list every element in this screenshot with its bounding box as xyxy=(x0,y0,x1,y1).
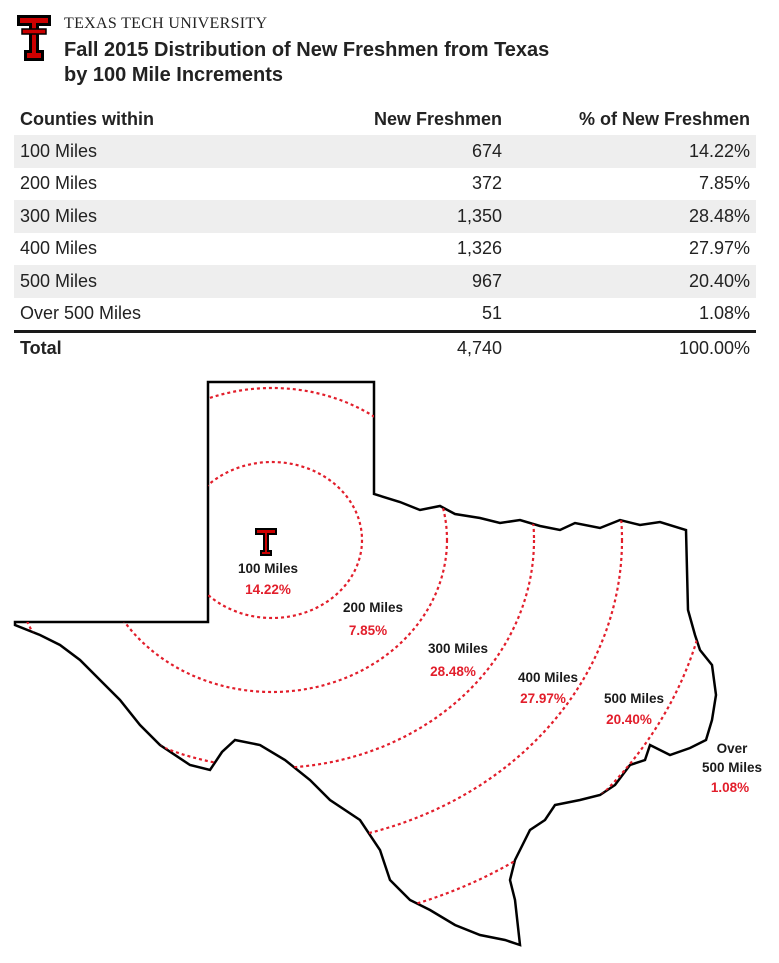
table-cell: 500 Miles xyxy=(14,265,326,298)
table-cell: 1,350 xyxy=(326,200,508,233)
zone-400-pct: 27.97% xyxy=(520,691,566,706)
zone-100-label: 100 Miles xyxy=(238,561,298,576)
university-name: TEXAS TECH UNIVERSITY xyxy=(64,15,268,32)
table-cell: 400 Miles xyxy=(20,238,98,259)
ring-400-miles xyxy=(15,382,624,847)
table-row: Over 500 Miles 51 1.08% xyxy=(14,298,756,332)
column-header: % of New Freshmen xyxy=(578,108,750,129)
table-cell: 28.48% xyxy=(508,200,756,233)
zone-over-500-pct: 1.08% xyxy=(711,780,749,795)
texas-distance-map: 100 Miles 14.22% 200 Miles 7.85% 300 Mil… xyxy=(13,380,762,947)
table-cell: 200 Miles xyxy=(20,173,98,194)
zone-200-pct: 7.85% xyxy=(349,623,387,638)
zone-200-label: 200 Miles xyxy=(343,600,403,615)
zone-300-pct: 28.48% xyxy=(430,664,476,679)
zone-over-500-label-line1: Over xyxy=(717,741,749,756)
table-cell: 14.22% xyxy=(508,135,756,168)
table-cell: 674 xyxy=(326,135,508,168)
total-count: 4,740 xyxy=(326,330,508,363)
table-row: 100 Miles 674 14.22% xyxy=(14,135,756,168)
ring-100-miles xyxy=(180,460,364,620)
ring-200-miles xyxy=(95,386,449,694)
total-percent: 100.00% xyxy=(508,330,756,363)
table-cell: 372 xyxy=(471,173,502,194)
zone-over-500-label-line2: 500 Miles xyxy=(702,760,762,775)
table-cell: 51 xyxy=(481,303,502,324)
column-header: Counties within xyxy=(20,108,154,129)
zone-500-label: 500 Miles xyxy=(604,691,664,706)
table-total-row: Total 4,740 100.00% xyxy=(14,330,756,363)
table-cell: Over 500 Miles xyxy=(20,303,142,324)
table-cell: 1.08% xyxy=(698,303,750,324)
table-cell: 300 Miles xyxy=(14,200,326,233)
texas-tech-double-t-logo xyxy=(17,15,51,61)
zone-500-pct: 20.40% xyxy=(606,712,652,727)
table-cell: 967 xyxy=(326,265,508,298)
table-row: 300 Miles 1,350 28.48% xyxy=(14,200,756,233)
zone-400-label: 400 Miles xyxy=(518,670,578,685)
table-row: 200 Miles 372 7.85% xyxy=(14,168,756,201)
page-title: Fall 2015 Distribution of New Freshmen f… xyxy=(64,38,744,88)
title-line-2: by 100 Mile Increments xyxy=(64,64,283,86)
zone-100-pct: 14.22% xyxy=(245,582,291,597)
total-label: Total xyxy=(14,330,326,363)
table-cell: 7.85% xyxy=(698,173,750,194)
table-row: 400 Miles 1,326 27.97% xyxy=(14,233,756,266)
table-cell: 27.97% xyxy=(688,238,750,259)
table-cell: 1,326 xyxy=(456,238,502,259)
table-header-row: Counties within New Freshmen % of New Fr… xyxy=(14,103,756,135)
column-header: New Freshmen xyxy=(373,108,502,129)
freshmen-distribution-table: Counties within New Freshmen % of New Fr… xyxy=(14,103,756,363)
lubbock-logo-icon xyxy=(255,528,277,556)
table-cell: 100 Miles xyxy=(14,135,326,168)
texas-outline xyxy=(13,380,718,947)
table-row: 500 Miles 967 20.40% xyxy=(14,265,756,298)
title-line-1: Fall 2015 Distribution of New Freshmen f… xyxy=(64,39,550,61)
zone-300-label: 300 Miles xyxy=(428,641,488,656)
table-cell: 20.40% xyxy=(508,265,756,298)
